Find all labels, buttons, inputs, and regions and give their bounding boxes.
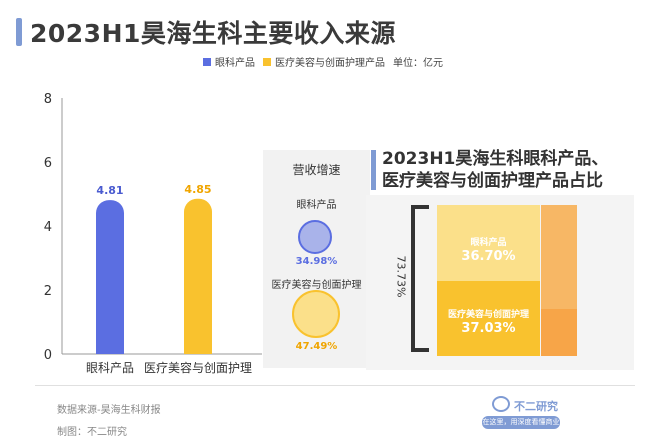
- block-ophthalmic: 眼科产品 36.70%: [437, 205, 540, 281]
- growth-title: 营收增速: [292, 163, 341, 177]
- growth-circle-aesthetic: [292, 290, 340, 338]
- block-aesthetic-value: 37.03%: [461, 321, 516, 336]
- y-tick-label: 8: [44, 92, 52, 107]
- bar: [96, 200, 124, 354]
- x-tick-label: 医疗美容与创面护理: [144, 360, 252, 375]
- legend-item-aesthetic: 医疗美容与创面护理产品: [263, 54, 385, 69]
- legend-swatch-ophthalmic: [203, 57, 211, 66]
- composition-accent-bar: [371, 150, 376, 190]
- growth-value-ophthalmic: 34.98%: [295, 256, 338, 267]
- legend-item-ophthalmic: 眼科产品: [203, 54, 255, 69]
- y-tick-label: 0: [44, 348, 52, 363]
- data-label: 4.85: [184, 183, 211, 196]
- source-note: 数据来源-昊海生科财报: [57, 405, 161, 416]
- bracket-vertical: [411, 205, 415, 352]
- block-other-lower: [541, 309, 577, 356]
- block-ophthalmic-value: 36.70%: [461, 249, 516, 264]
- block-other-upper: [541, 205, 577, 309]
- brand-icon: [492, 396, 510, 412]
- composition-title-line1: 2023H1昊海生科眼科产品、: [382, 149, 609, 169]
- data-label: 4.81: [96, 184, 123, 197]
- title-accent-bar: [16, 18, 22, 46]
- bracket-top: [411, 205, 429, 209]
- growth-value-aesthetic: 47.49%: [295, 341, 338, 352]
- block-aesthetic-name: 医疗美容与创面护理: [447, 310, 529, 320]
- bar-base: [96, 340, 124, 354]
- legend-label-ophthalmic: 眼科产品: [215, 58, 255, 69]
- growth-label-ophthalmic: 眼科产品: [296, 200, 337, 211]
- chart-title: 2023H1昊海生科主要收入来源: [30, 19, 396, 48]
- composition-title: 2023H1昊海生科眼科产品、 医疗美容与创面护理产品占比: [382, 148, 608, 192]
- author-note: 制图：不二研究: [57, 427, 127, 438]
- growth-label-aesthetic: 医疗美容与创面护理: [271, 280, 362, 291]
- legend-label-aesthetic: 医疗美容与创面护理产品: [275, 58, 385, 69]
- growth-panel: 营收增速 眼科产品 34.98% 医疗美容与创面护理 47.49%: [263, 150, 370, 368]
- y-tick-label: 4: [44, 220, 52, 235]
- y-tick-label: 6: [44, 156, 52, 171]
- footer-divider: [35, 385, 635, 386]
- composition-title-line2: 医疗美容与创面护理产品占比: [382, 171, 603, 191]
- bar-base: [184, 340, 212, 354]
- y-tick-label: 2: [44, 284, 52, 299]
- block-ophthalmic-name: 眼科产品: [470, 238, 507, 248]
- legend: 眼科产品 医疗美容与创面护理产品 单位：亿元: [203, 54, 443, 69]
- brand-name: 不二研究: [514, 400, 558, 413]
- growth-circle-ophthalmic: [298, 220, 332, 254]
- brand-tagline: 在这里，用深度看懂商业: [482, 416, 560, 429]
- unit-label: 单位：亿元: [393, 58, 443, 69]
- composition-total: 73.73%: [394, 255, 408, 298]
- brand-logo: 不二研究 在这里，用深度看懂商业: [482, 396, 562, 434]
- bracket-bottom: [411, 348, 429, 352]
- bar: [184, 198, 212, 354]
- x-tick-label: 眼科产品: [86, 361, 134, 375]
- block-aesthetic: 医疗美容与创面护理 37.03%: [437, 281, 540, 356]
- legend-swatch-aesthetic: [263, 57, 271, 66]
